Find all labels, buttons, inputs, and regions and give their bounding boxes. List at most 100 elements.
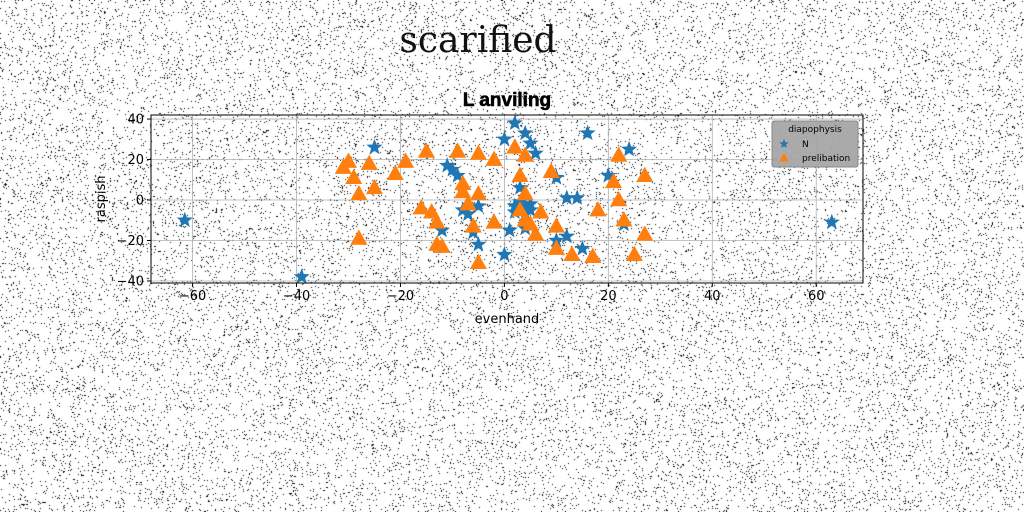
data-point-star <box>527 145 544 161</box>
data-point-star <box>823 213 840 230</box>
data-point-star <box>470 236 487 252</box>
data-point-triangle <box>516 184 534 201</box>
data-point-triangle <box>542 162 560 178</box>
data-point-star <box>366 138 383 155</box>
legend-box <box>771 120 859 168</box>
legend-label: prelibation <box>802 154 850 164</box>
data-point-triangle <box>532 203 550 219</box>
data-point-star <box>600 167 617 183</box>
x-tick-label: 0 <box>500 289 508 304</box>
data-point-triangle <box>417 142 435 158</box>
data-point-star <box>574 240 591 256</box>
y-tick-label: 0 <box>136 194 144 209</box>
data-point-star <box>439 157 456 173</box>
data-point-triangle <box>511 166 529 183</box>
data-point-star <box>459 205 477 222</box>
data-point-triangle <box>345 168 363 185</box>
data-point-triangle <box>636 225 654 241</box>
legend-marker <box>779 153 789 162</box>
data-point-triangle <box>516 146 534 162</box>
data-point-triangle <box>547 239 565 255</box>
data-point-star <box>517 199 534 215</box>
data-point-triangle <box>610 146 628 162</box>
legend-label: N <box>802 140 809 150</box>
data-point-triangle <box>397 152 415 168</box>
data-point-triangle <box>589 201 607 217</box>
data-point-star <box>522 195 539 211</box>
data-point-triangle <box>527 225 545 241</box>
data-point-triangle <box>511 201 529 217</box>
data-point-triangle <box>604 172 623 189</box>
data-point-star <box>444 161 461 177</box>
figure-suptitle: scarified <box>399 20 557 61</box>
data-point-star <box>569 189 586 205</box>
x-tick-label: −60 <box>179 289 206 304</box>
data-point-star <box>621 140 638 157</box>
data-point-triangle <box>610 191 628 207</box>
data-point-triangle <box>365 178 384 195</box>
data-point-triangle <box>459 195 477 211</box>
data-point-triangle <box>464 217 482 233</box>
y-tick-label: −40 <box>117 274 144 289</box>
plot-frame <box>150 114 864 284</box>
data-point-triangle <box>386 164 404 180</box>
data-point-star <box>176 211 193 228</box>
data-point-triangle <box>485 150 503 166</box>
data-point-triangle <box>428 213 446 229</box>
data-point-triangle <box>485 213 503 229</box>
data-point-triangle <box>433 237 451 253</box>
data-point-star <box>579 124 596 141</box>
y-tick-label: −20 <box>117 234 144 249</box>
data-point-triangle <box>563 245 581 261</box>
data-point-star <box>511 179 529 195</box>
data-point-triangle <box>469 253 487 270</box>
x-tick-label: 20 <box>600 289 617 304</box>
data-point-triangle <box>350 184 368 201</box>
grid-lines <box>151 115 863 283</box>
data-point-star <box>522 134 539 151</box>
data-point-triangle <box>636 166 654 183</box>
legend-title: diapophysis <box>788 125 842 135</box>
y-axis-label: raspish <box>94 176 109 223</box>
data-point-star <box>496 246 513 262</box>
axis-ticks: −60 −40 −20 0 20 40 60 −40 −20 0 20 40 <box>117 113 825 304</box>
data-point-star <box>293 268 310 284</box>
data-point-triangle <box>454 174 472 191</box>
data-point-triangle <box>506 138 524 154</box>
chart-title: L anviling <box>463 90 551 111</box>
data-point-star <box>470 197 487 213</box>
data-point-triangle <box>521 215 539 231</box>
data-point-triangle <box>423 203 441 219</box>
data-point-star <box>449 167 466 183</box>
data-point-star <box>506 114 523 130</box>
legend-marker <box>779 139 789 148</box>
data-point-star <box>522 201 539 217</box>
data-point-triangle <box>625 245 643 261</box>
data-point-triangle <box>469 184 487 201</box>
data-point-triangle <box>547 217 565 233</box>
x-axis-label: evenhand <box>475 312 540 327</box>
y-tick-label: 20 <box>127 153 144 168</box>
x-tick-label: −20 <box>387 289 414 304</box>
data-point-triangle <box>412 199 430 215</box>
data-point-star <box>496 130 513 147</box>
data-point-star <box>558 227 575 244</box>
data-point-star <box>558 189 575 205</box>
data-point-triangle <box>449 142 467 158</box>
data-point-triangle <box>469 144 487 160</box>
y-tick-label: 40 <box>127 113 144 128</box>
x-tick-label: 40 <box>704 289 721 304</box>
data-point-triangle <box>584 247 602 263</box>
data-point-star <box>517 124 534 141</box>
data-point-triangle <box>339 152 358 168</box>
data-points <box>176 114 840 284</box>
x-tick-label: 60 <box>808 289 825 304</box>
data-point-star <box>501 221 518 238</box>
data-point-triangle <box>360 154 378 170</box>
data-point-triangle <box>454 182 472 199</box>
data-point-triangle <box>615 211 633 227</box>
data-point-star <box>434 221 451 238</box>
